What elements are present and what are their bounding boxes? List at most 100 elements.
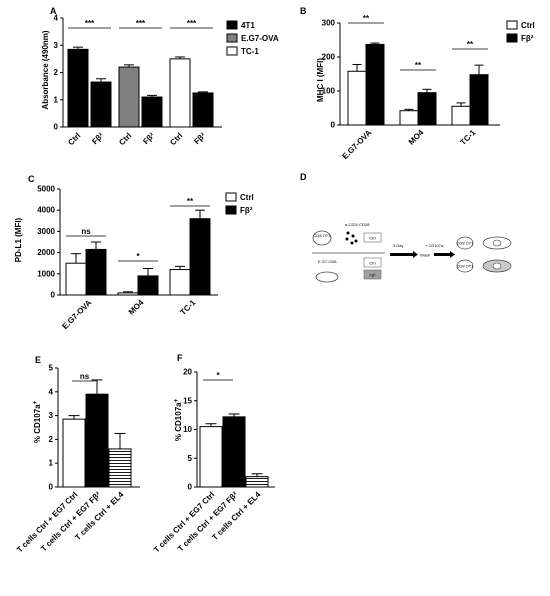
panel-a-xtick-2-1: Fβ²	[192, 131, 207, 146]
panel-b-bar-0-1	[365, 43, 385, 126]
panel-c-ytick-label: 5000	[37, 185, 55, 194]
panel-a-legend-0-swatch	[226, 20, 238, 30]
panel-b-sig-2: **	[467, 40, 474, 49]
panel-b-ytick-label: 0	[331, 121, 336, 130]
panel-letter-f: F	[177, 353, 183, 363]
panel-e-ytick-label: 4	[49, 387, 54, 396]
panel-e-ytick-label: 3	[49, 411, 54, 420]
panel-a-xtick-0-0: Ctrl	[66, 131, 82, 147]
ctrl-box-2-label: Ctrl	[369, 261, 375, 266]
panel-c-bar-2-0	[169, 269, 191, 296]
panel-a-bar-2-1	[192, 92, 214, 128]
panel-a-ytick-label: 3	[54, 41, 59, 50]
panel-b-legend-1-swatch	[506, 33, 518, 43]
panel-a-legend-1-swatch	[226, 33, 238, 43]
panel-c-bar-1-0	[117, 292, 139, 296]
panel-letter-c: C	[28, 174, 35, 184]
panel-c-legend-0-swatch	[225, 192, 237, 202]
arrow-label-3day: 3 Day	[393, 243, 403, 248]
panel-c-ylabel: PD-L1 (MFI)	[14, 217, 23, 262]
panel-e-ytick-label: 1	[49, 459, 54, 468]
panel-b-legend-0-swatch	[506, 20, 518, 30]
panel-a-ytick-label: 0	[54, 123, 59, 132]
t-cell-label-2: CD8 OT1	[457, 241, 475, 246]
panel-c-bar-2-1	[189, 218, 211, 296]
panel-c-xtick-0: E.G7-OVA	[60, 298, 93, 331]
panel-e-ytick-label: 5	[49, 364, 54, 373]
panel-e-bar-1	[85, 393, 109, 488]
panel-c-xtick-1: MO4	[127, 298, 146, 317]
panel-e-ytick-label: 2	[49, 435, 54, 444]
panel-b-bar-1-1	[417, 92, 437, 126]
panel-f-ytick-label: 20	[183, 368, 192, 377]
panel-b-ytick-label: 100	[322, 87, 336, 96]
t-cell-label-3: CD8 OT1	[457, 264, 475, 269]
ctrl-box	[363, 232, 382, 243]
panel-c-ytick-label: 3000	[37, 227, 55, 236]
panel-b-ylabel: MHC I (MFI)	[316, 58, 325, 102]
panel-e-ytick-label: 0	[49, 483, 54, 492]
panel-b-ytick-label: 200	[322, 53, 336, 62]
panel-a-ylabel: Absorbance (490nm)	[41, 30, 50, 109]
t-cell-icon-2	[456, 236, 474, 250]
panel-f-bar-1	[222, 416, 246, 488]
panel-a-ytick-label: 4	[54, 14, 59, 23]
panel-letter-b: B	[300, 6, 307, 16]
panel-b-bar-0-0	[347, 70, 367, 126]
antibody-label: α-CD3/-CD28	[345, 222, 370, 227]
target-cell-icon	[315, 271, 339, 283]
t-cell-icon-3	[456, 259, 474, 273]
panel-a-ytick-label: 2	[54, 68, 59, 77]
ctrl-box-2	[363, 257, 382, 268]
panel-letter-e: E	[35, 355, 41, 365]
panel-c-ytick-label: 2000	[37, 248, 55, 257]
panel-f-bar-0	[199, 426, 223, 488]
panel-f-ylabel: % CD107a+	[174, 398, 183, 441]
panel-c-ytick-label: 0	[51, 291, 56, 300]
arrow-icon-2	[434, 251, 455, 258]
panel-a-xtick-1-1: Fβ²	[141, 131, 156, 146]
panel-b-legend-1-label: Fβ²	[521, 34, 534, 43]
panel-b-xtick-1: MO4	[407, 128, 426, 147]
panel-a-legend-2-swatch	[226, 46, 238, 56]
panel-b-xtick-2: TC-1	[458, 128, 477, 147]
panel-b-legend-0-label: Ctrl	[521, 21, 535, 30]
panel-e-bar-0	[62, 418, 86, 488]
panel-c-chart: PD-L1 (MFI) 0 1000 2000 3000 4000 5000 E.G7-O…	[14, 185, 254, 332]
panel-letter-a: A	[50, 6, 57, 16]
panel-b-bar-2-0	[451, 105, 471, 126]
panel-letter-d: D	[300, 172, 307, 182]
panel-f-ytick-label: 10	[183, 425, 192, 434]
panel-c-bar-1-1	[137, 275, 159, 296]
panel-a-sig-2: ***	[187, 19, 197, 28]
panel-a-xtick-0-1: Fβ²	[90, 131, 105, 146]
panel-a-ytick-label: 1	[54, 95, 59, 104]
panel-a-bar-0-0	[67, 48, 89, 128]
panel-f-ytick-label: 15	[183, 396, 192, 405]
panel-b-ytick-label: 300	[322, 19, 336, 28]
panel-a-chart: Absorbance (490nm) 0 1 2 3 4 Ctrl Fβ² *** Ctrl F…	[41, 14, 279, 148]
panel-c-bar-0-0	[65, 262, 87, 296]
panel-e-sig-0: ns	[80, 372, 90, 381]
panel-b-sig-0: **	[363, 14, 370, 23]
target-label: E.G7-OVA	[318, 259, 337, 264]
panel-c-sig-1: *	[136, 252, 140, 261]
panel-a-legend-2-label: TC-1	[241, 47, 259, 56]
panel-c-ytick-label: 4000	[37, 206, 55, 215]
panel-a-legend-1-label: E.G7-OVA	[241, 34, 279, 43]
panel-c-sig-0: ns	[81, 227, 91, 236]
antibody-beads	[345, 231, 358, 245]
panel-f-sig-0: *	[216, 371, 220, 380]
wash-label: Wash	[420, 253, 430, 258]
panel-a-bar-1-0	[118, 66, 140, 128]
panel-c-bar-0-1	[85, 248, 107, 296]
panel-a-xtick-2-0: Ctrl	[168, 131, 184, 147]
panel-c-legend-1-label: Fβ²	[240, 206, 253, 215]
arrow-icon-1	[390, 251, 418, 258]
panel-a-bar-2-0	[169, 58, 191, 128]
ctrl-box-label: Ctrl	[369, 236, 375, 241]
cd107a-label: + CD107a	[425, 243, 444, 248]
panel-b-chart: MHC I (MFI) 0 100 200 300 E.G7-OVA ** MO4 ** TC…	[316, 14, 535, 161]
